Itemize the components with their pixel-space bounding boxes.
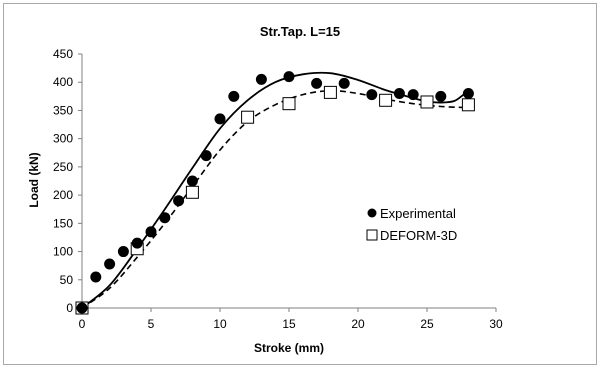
y-tick-label: 350 — [53, 103, 73, 117]
chart-frame — [3, 3, 597, 365]
x-tick-label: 5 — [148, 317, 155, 331]
x-tick-label: 0 — [79, 317, 86, 331]
deform-3d-point — [241, 110, 255, 124]
x-tick-label: 10 — [213, 317, 227, 331]
x-axis-label: Stroke (mm) — [254, 341, 324, 355]
deform-3d-point — [379, 93, 393, 107]
deform-3d-point — [282, 97, 296, 111]
experimental-point — [214, 113, 226, 125]
legend-marker-experimental — [367, 208, 377, 218]
experimental-point — [131, 237, 143, 249]
y-tick-label: 100 — [53, 245, 73, 259]
deform-3d-point — [185, 185, 199, 199]
deform-3d-trend-curve — [81, 89, 469, 309]
chart-title: Str.Tap. L=15 — [260, 24, 340, 39]
x-tick-label: 20 — [351, 317, 365, 331]
x-tick-label: 25 — [420, 317, 434, 331]
y-tick-label: 400 — [53, 75, 73, 89]
experimental-point — [104, 258, 116, 270]
legend-label-deform-3d: DEFORM-3D — [380, 228, 457, 243]
legend-label-experimental: Experimental — [380, 206, 456, 221]
deform-3d-point — [420, 95, 434, 109]
experimental-point — [159, 212, 171, 224]
y-tick-label: 0 — [66, 301, 73, 315]
experimental-point — [117, 246, 129, 258]
experimental-point — [255, 73, 267, 85]
x-tick-label: 15 — [282, 317, 296, 331]
experimental-point — [311, 77, 323, 89]
y-tick-label: 300 — [53, 132, 73, 146]
experimental-point — [283, 71, 295, 83]
x-tick-label: 30 — [489, 317, 503, 331]
experimental-point — [228, 90, 240, 102]
experimental-point — [173, 195, 185, 207]
deform-3d-point — [461, 98, 475, 112]
y-tick-label: 50 — [60, 273, 74, 287]
legend: Experimental DEFORM-3D — [366, 206, 457, 243]
y-tick-label: 250 — [53, 160, 73, 174]
experimental-point — [200, 150, 212, 162]
experimental-point — [338, 77, 350, 89]
legend-marker-deform-3d — [366, 229, 378, 241]
y-axis-label: Load (kN) — [27, 152, 41, 207]
experimental-point — [393, 88, 405, 100]
experimental-point — [407, 89, 419, 101]
y-tick-label: 200 — [53, 188, 73, 202]
experimental-point — [90, 271, 102, 283]
experimental-point — [462, 88, 474, 100]
experimental-point — [435, 90, 447, 102]
experimental-point — [186, 175, 198, 187]
experimental-point — [76, 302, 88, 314]
experimental-point — [145, 226, 157, 238]
experimental-point — [366, 89, 378, 101]
y-tick-label: 150 — [53, 216, 73, 230]
experimental-trend-curve — [81, 71, 470, 309]
deform-3d-point — [323, 85, 337, 99]
y-tick-label: 450 — [53, 47, 73, 61]
